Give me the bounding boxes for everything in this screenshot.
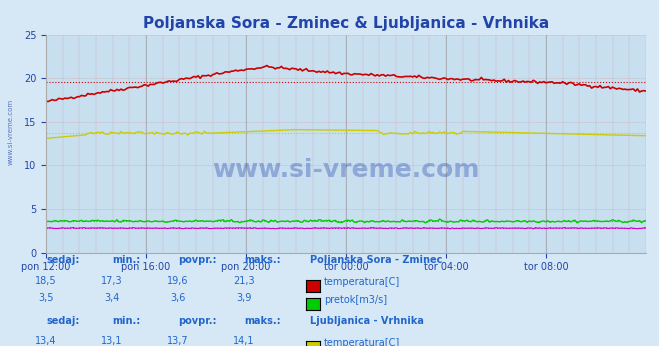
Text: 13,4: 13,4 xyxy=(36,336,57,346)
Text: www.si-vreme.com: www.si-vreme.com xyxy=(212,158,480,182)
Text: 3,4: 3,4 xyxy=(104,293,120,303)
Text: 3,6: 3,6 xyxy=(170,293,186,303)
Text: min.:: min.: xyxy=(112,316,140,326)
Text: 19,6: 19,6 xyxy=(167,276,188,286)
Text: 14,1: 14,1 xyxy=(233,336,254,346)
Text: Ljubljanica - Vrhnika: Ljubljanica - Vrhnika xyxy=(310,316,424,326)
Text: temperatura[C]: temperatura[C] xyxy=(324,277,401,288)
Text: sedaj:: sedaj: xyxy=(46,316,80,326)
Text: povpr.:: povpr.: xyxy=(178,255,216,265)
Text: 18,5: 18,5 xyxy=(36,276,57,286)
Text: maks.:: maks.: xyxy=(244,255,281,265)
Text: 21,3: 21,3 xyxy=(233,276,254,286)
Text: temperatura[C]: temperatura[C] xyxy=(324,338,401,346)
Text: pretok[m3/s]: pretok[m3/s] xyxy=(324,295,387,305)
Text: 17,3: 17,3 xyxy=(101,276,123,286)
Text: www.si-vreme.com: www.si-vreme.com xyxy=(8,98,14,165)
Text: maks.:: maks.: xyxy=(244,316,281,326)
Text: 13,1: 13,1 xyxy=(101,336,123,346)
Text: sedaj:: sedaj: xyxy=(46,255,80,265)
Text: povpr.:: povpr.: xyxy=(178,316,216,326)
Title: Poljanska Sora - Zminec & Ljubljanica - Vrhnika: Poljanska Sora - Zminec & Ljubljanica - … xyxy=(143,16,549,31)
Text: 3,9: 3,9 xyxy=(236,293,252,303)
Text: 13,7: 13,7 xyxy=(167,336,188,346)
Text: min.:: min.: xyxy=(112,255,140,265)
Text: 3,5: 3,5 xyxy=(38,293,54,303)
Text: Poljanska Sora - Zminec: Poljanska Sora - Zminec xyxy=(310,255,442,265)
